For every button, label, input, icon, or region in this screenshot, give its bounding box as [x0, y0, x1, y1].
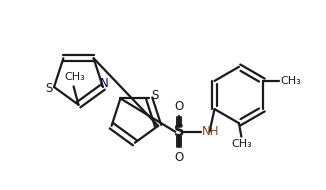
Text: O: O: [174, 100, 184, 113]
Text: NH: NH: [202, 125, 220, 138]
Text: S: S: [174, 124, 184, 139]
Text: CH₃: CH₃: [231, 139, 252, 149]
Text: O: O: [174, 151, 184, 164]
Text: N: N: [100, 77, 109, 90]
Text: S: S: [45, 82, 52, 95]
Text: CH₃: CH₃: [64, 72, 85, 82]
Text: CH₃: CH₃: [280, 76, 301, 86]
Text: S: S: [151, 89, 158, 102]
